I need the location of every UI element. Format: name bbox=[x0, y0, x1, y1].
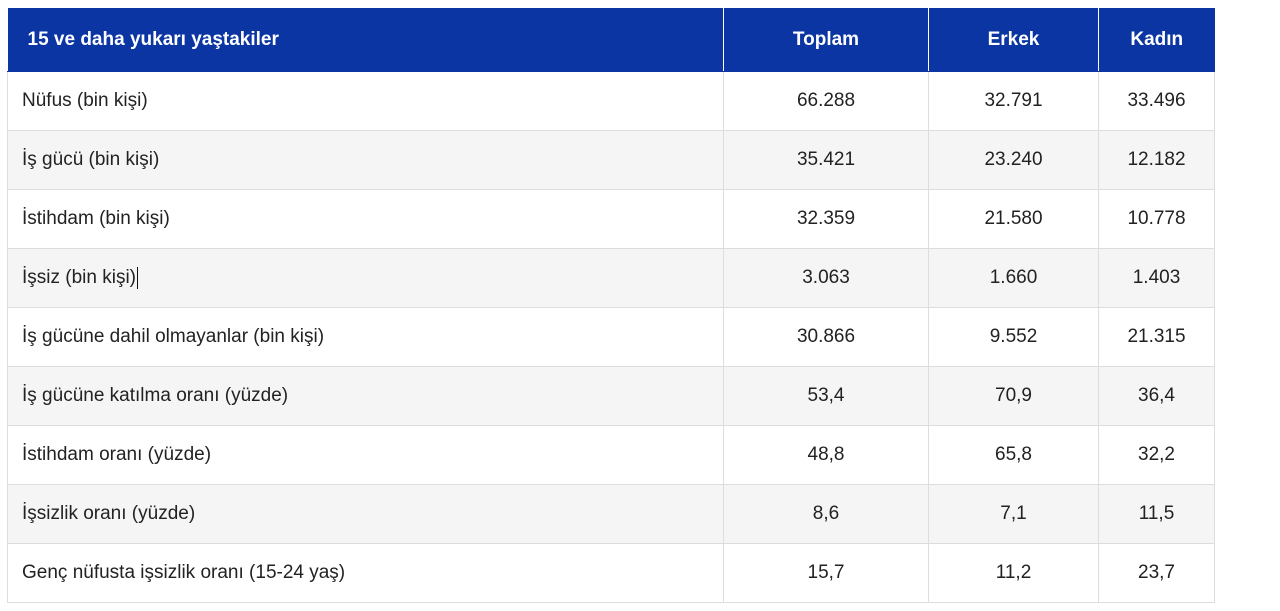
row-male: 32.791 bbox=[928, 71, 1099, 131]
table-header: 15 ve daha yukarı yaştakiler Toplam Erke… bbox=[7, 8, 1215, 72]
row-female: 32,2 bbox=[1098, 425, 1215, 485]
row-total: 48,8 bbox=[723, 425, 929, 485]
row-female: 10.778 bbox=[1098, 189, 1215, 249]
table-row: Genç nüfusta işsizlik oranı (15-24 yaş) … bbox=[7, 543, 1215, 603]
row-female: 21.315 bbox=[1098, 307, 1215, 367]
row-total: 32.359 bbox=[723, 189, 929, 249]
table-row: İstihdam (bin kişi) 32.359 21.580 10.778 bbox=[7, 189, 1215, 249]
row-female: 1.403 bbox=[1098, 248, 1215, 308]
row-total: 15,7 bbox=[723, 543, 929, 603]
row-total: 66.288 bbox=[723, 71, 929, 131]
row-female: 11,5 bbox=[1098, 484, 1215, 544]
row-label: Nüfus (bin kişi) bbox=[7, 71, 724, 131]
table-row: İş gücüne katılma oranı (yüzde) 53,4 70,… bbox=[7, 366, 1215, 426]
row-label: Genç nüfusta işsizlik oranı (15-24 yaş) bbox=[7, 543, 724, 603]
row-label-editable[interactable]: İşsiz (bin kişi) bbox=[7, 248, 724, 308]
table-row: İşsizlik oranı (yüzde) 8,6 7,1 11,5 bbox=[7, 484, 1215, 544]
header-label-column: 15 ve daha yukarı yaştakiler bbox=[7, 8, 724, 72]
table-row: İş gücüne dahil olmayanlar (bin kişi) 30… bbox=[7, 307, 1215, 367]
header-female-column: Kadın bbox=[1098, 8, 1215, 72]
row-male: 1.660 bbox=[928, 248, 1099, 308]
row-female: 36,4 bbox=[1098, 366, 1215, 426]
row-female: 33.496 bbox=[1098, 71, 1215, 131]
text-cursor bbox=[137, 266, 139, 289]
table-row: İş gücü (bin kişi) 35.421 23.240 12.182 bbox=[7, 130, 1215, 190]
table-row: Nüfus (bin kişi) 66.288 32.791 33.496 bbox=[7, 71, 1215, 131]
table-body: Nüfus (bin kişi) 66.288 32.791 33.496 İş… bbox=[7, 71, 1215, 603]
row-label: İş gücüne dahil olmayanlar (bin kişi) bbox=[7, 307, 724, 367]
row-label: İstihdam (bin kişi) bbox=[7, 189, 724, 249]
row-label: İş gücü (bin kişi) bbox=[7, 130, 724, 190]
row-label: İşsizlik oranı (yüzde) bbox=[7, 484, 724, 544]
labor-statistics-table: 15 ve daha yukarı yaştakiler Toplam Erke… bbox=[7, 8, 1215, 603]
table-row: İşsiz (bin kişi) 3.063 1.660 1.403 bbox=[7, 248, 1215, 308]
row-male: 11,2 bbox=[928, 543, 1099, 603]
header-total-column: Toplam bbox=[723, 8, 929, 72]
row-male: 65,8 bbox=[928, 425, 1099, 485]
header-male-column: Erkek bbox=[928, 8, 1099, 72]
labor-statistics-table-container: 15 ve daha yukarı yaştakiler Toplam Erke… bbox=[7, 8, 1215, 603]
row-male: 7,1 bbox=[928, 484, 1099, 544]
row-male: 9.552 bbox=[928, 307, 1099, 367]
row-total: 30.866 bbox=[723, 307, 929, 367]
row-male: 21.580 bbox=[928, 189, 1099, 249]
row-female: 23,7 bbox=[1098, 543, 1215, 603]
row-total: 3.063 bbox=[723, 248, 929, 308]
row-label: İş gücüne katılma oranı (yüzde) bbox=[7, 366, 724, 426]
row-total: 8,6 bbox=[723, 484, 929, 544]
row-total: 53,4 bbox=[723, 366, 929, 426]
row-female: 12.182 bbox=[1098, 130, 1215, 190]
header-row: 15 ve daha yukarı yaştakiler Toplam Erke… bbox=[7, 8, 1215, 72]
row-male: 23.240 bbox=[928, 130, 1099, 190]
row-label-text[interactable]: İşsiz (bin kişi) bbox=[22, 267, 137, 288]
row-total: 35.421 bbox=[723, 130, 929, 190]
table-row: İstihdam oranı (yüzde) 48,8 65,8 32,2 bbox=[7, 425, 1215, 485]
row-label: İstihdam oranı (yüzde) bbox=[7, 425, 724, 485]
row-male: 70,9 bbox=[928, 366, 1099, 426]
